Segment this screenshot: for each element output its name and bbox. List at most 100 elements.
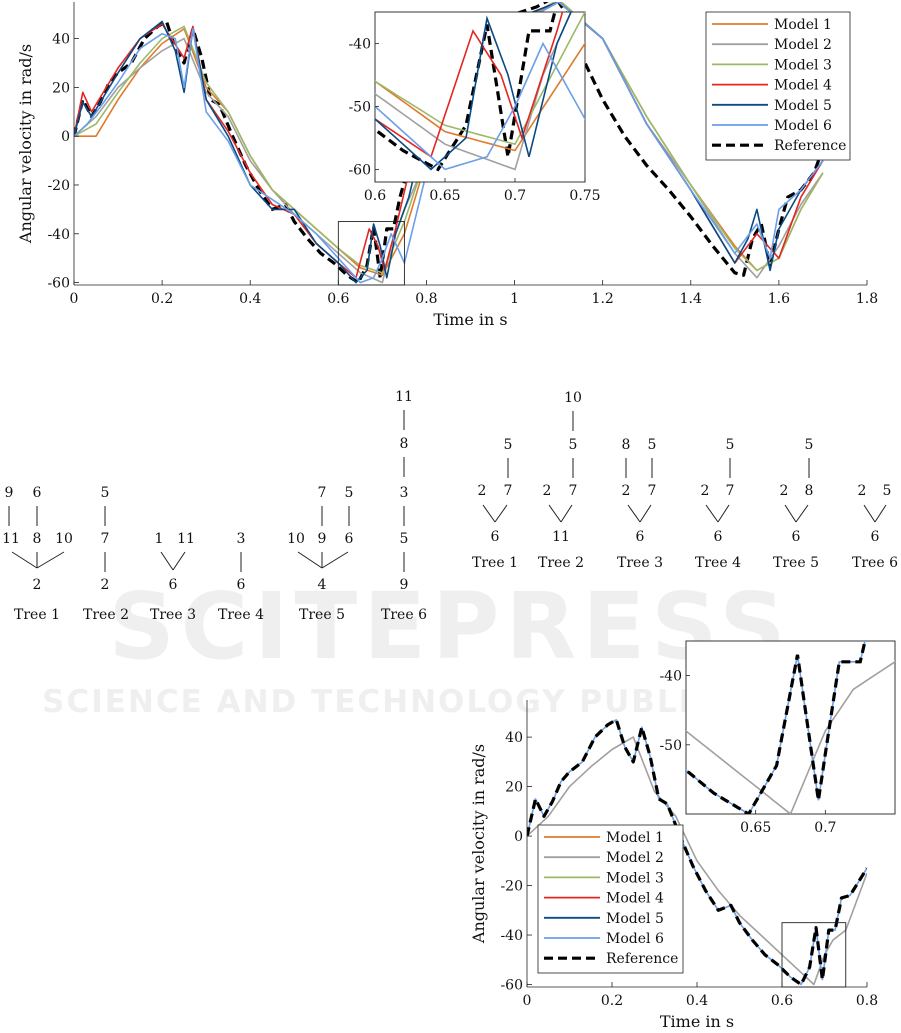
x-axis-label: Time in s bbox=[660, 1012, 734, 1029]
tree-edge bbox=[560, 504, 573, 523]
legend-entry: Model 3 bbox=[606, 870, 664, 886]
y-tick-label: 20 bbox=[52, 80, 70, 96]
y-tick-label: -20 bbox=[500, 879, 523, 895]
tree-label: Tree 4 bbox=[695, 555, 741, 571]
y-tick-label: 0 bbox=[514, 829, 523, 845]
inset-y-tick-label: -50 bbox=[659, 738, 682, 754]
inset-y-tick-label: -40 bbox=[348, 36, 371, 52]
x-tick-label: 1 bbox=[510, 291, 519, 307]
inset-series-lines bbox=[686, 641, 895, 814]
tree-node: 2 bbox=[780, 483, 789, 499]
y-tick-label: 40 bbox=[505, 730, 523, 746]
y-tick-label: -40 bbox=[500, 928, 523, 944]
y-tick-label: -20 bbox=[47, 178, 70, 194]
legend-entry: Model 6 bbox=[606, 931, 664, 947]
y-tick-label: -40 bbox=[47, 227, 70, 243]
x-tick-label: 0 bbox=[523, 993, 532, 1009]
tree-label: Tree 1 bbox=[14, 607, 60, 623]
tree-node: 7 bbox=[569, 483, 578, 499]
inset-line-model-6 bbox=[375, 41, 585, 171]
tree-node: 11 bbox=[552, 529, 570, 545]
tree-node: 10 bbox=[564, 390, 582, 406]
tree-node: 3 bbox=[400, 485, 409, 501]
x-tick-label: 0.6 bbox=[327, 291, 349, 307]
series-lines bbox=[527, 718, 867, 987]
tree-edge bbox=[494, 504, 508, 523]
inset-x-tick-label: 0.65 bbox=[740, 820, 771, 836]
tree-node: 5 bbox=[101, 485, 110, 501]
y-axis-label: Angular velocity in rad/s bbox=[16, 44, 35, 244]
legend-entry: Model 5 bbox=[606, 911, 664, 927]
legend-frame bbox=[537, 824, 684, 974]
inset-series-lines bbox=[375, 12, 585, 172]
tree-node: 2 bbox=[101, 577, 110, 593]
inset-x-tick-label: 0.7 bbox=[504, 188, 526, 204]
tree-edge bbox=[784, 504, 797, 523]
y-axis-label: Angular velocity in rad/s bbox=[469, 744, 488, 944]
tree-node: 2 bbox=[478, 483, 487, 499]
tree-node: 11 bbox=[177, 531, 195, 547]
tree-edge bbox=[639, 504, 652, 523]
tree-node: 5 bbox=[726, 437, 735, 453]
tree-node: 8 bbox=[400, 436, 409, 452]
tree-node: 5 bbox=[805, 437, 814, 453]
tree-node: 6 bbox=[792, 529, 801, 545]
legend-frame bbox=[705, 11, 851, 161]
x-tick-label: 0.6 bbox=[771, 993, 793, 1009]
legend-entry: Model 5 bbox=[774, 98, 832, 114]
tree-node: 8 bbox=[33, 531, 42, 547]
tree-node: 7 bbox=[726, 483, 735, 499]
tree-node: 8 bbox=[622, 437, 631, 453]
tree-node: 2 bbox=[701, 483, 710, 499]
tree-node: 2 bbox=[622, 483, 631, 499]
tree-node: 2 bbox=[543, 483, 552, 499]
tree-label: Tree 5 bbox=[773, 555, 819, 571]
legend-entry: Model 6 bbox=[774, 118, 832, 134]
tree-node: 4 bbox=[318, 577, 327, 593]
tree-node: 5 bbox=[345, 485, 354, 501]
inset-y-tick-label: -50 bbox=[348, 99, 371, 115]
tree-node: 6 bbox=[237, 577, 246, 593]
tree-node: 7 bbox=[504, 483, 513, 499]
tree-node: 8 bbox=[805, 483, 814, 499]
y-tick-label: 40 bbox=[52, 32, 70, 48]
tree-node: 6 bbox=[871, 529, 880, 545]
legend-entry: Model 4 bbox=[774, 78, 832, 94]
tree-label: Tree 2 bbox=[538, 555, 584, 571]
x-tick-label: 1.4 bbox=[680, 291, 702, 307]
tree-node: 5 bbox=[504, 437, 513, 453]
legend-entry: Model 4 bbox=[606, 891, 664, 907]
inset-line-model-5 bbox=[375, 12, 572, 171]
series-line-model-5 bbox=[74, 2, 824, 284]
tree-node: 5 bbox=[648, 437, 657, 453]
tree-edge bbox=[795, 504, 809, 523]
y-tick-label: -60 bbox=[47, 276, 70, 292]
tree-edge bbox=[863, 504, 876, 523]
inset-x-tick-label: 0.75 bbox=[569, 188, 600, 204]
tree-edge bbox=[160, 551, 174, 571]
inset-line-model-6 bbox=[686, 641, 866, 814]
tree-node: 5 bbox=[400, 531, 409, 547]
series-line-model-6 bbox=[74, 2, 824, 284]
inset-x-tick-label: 0.7 bbox=[814, 820, 836, 836]
inset-plot: 0.65 0.7 -50 -40 bbox=[659, 640, 896, 836]
tree-edge bbox=[548, 504, 562, 523]
inset-x-tick-label: 0.65 bbox=[429, 188, 460, 204]
tree-node: 10 bbox=[287, 531, 305, 547]
tree-edge bbox=[627, 504, 641, 523]
tree-edge bbox=[717, 504, 730, 523]
tree-label: Tree 2 bbox=[83, 607, 129, 623]
inset-y-tick-label: -40 bbox=[659, 669, 682, 685]
inset-y-tick-label: -60 bbox=[348, 162, 371, 178]
tree-node: 7 bbox=[318, 485, 327, 501]
tree-label: Tree 3 bbox=[617, 555, 663, 571]
x-tick-label: 0.2 bbox=[601, 993, 623, 1009]
tree-edge bbox=[297, 551, 323, 569]
tree-edge bbox=[36, 551, 65, 569]
zoom-region-box bbox=[337, 221, 405, 286]
x-tick-label: 1.2 bbox=[592, 291, 614, 307]
tree-edge bbox=[874, 504, 887, 523]
tree-edge bbox=[705, 504, 719, 523]
